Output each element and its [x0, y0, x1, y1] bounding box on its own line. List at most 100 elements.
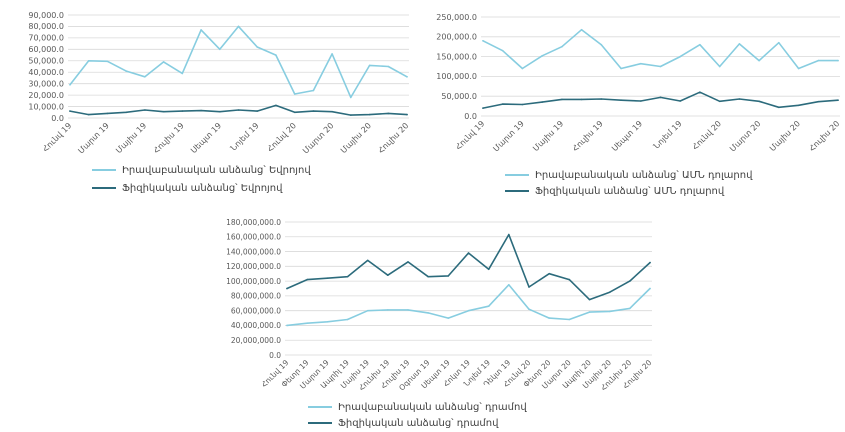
y-tick-label: 160,000,000.0: [226, 233, 281, 242]
data-point: [620, 67, 622, 70]
data-point: [608, 310, 611, 313]
data-point: [427, 275, 430, 278]
series-line-legal-entities: [286, 283, 651, 327]
data-point: [346, 275, 349, 278]
data-point: [87, 60, 90, 62]
data-point: [407, 261, 409, 263]
data-point: [482, 40, 484, 42]
x-tick-label: Նոյեմ 19: [652, 119, 684, 151]
y-tick-label: 100,000,000.0: [226, 277, 281, 286]
data-point: [600, 43, 603, 46]
data-point: [640, 100, 642, 102]
data-point: [447, 275, 450, 277]
data-point: [528, 286, 530, 288]
y-tick-label: 30,000.0: [28, 79, 64, 88]
data-point: [293, 111, 296, 114]
data-point: [548, 317, 550, 319]
legend-label: Ֆիզիկական անձանց՝ Եվրոյով: [122, 182, 283, 194]
data-point: [467, 309, 470, 312]
chart-euro: 0.0 10,000.0 20,000.0 30,000.0 40,000.0 50,00…: [28, 11, 410, 156]
data-point: [350, 96, 352, 99]
legend-label: Ֆիզիկական անձանց՝ ԱՄՆ դոլարով: [535, 185, 725, 197]
data-point: [797, 104, 800, 107]
data-point: [237, 25, 240, 28]
legend-item-legal-eur: Իրավաբանական անձանց՝ Եվրոյով: [92, 163, 311, 177]
data-point: [306, 278, 309, 281]
legend-label: Ֆիզիկական անձանց՝ դրամով: [338, 417, 499, 429]
data-point: [219, 48, 221, 51]
legend-item-legal-amd: Իրավաբանական անձանց՝ դրամով: [308, 400, 527, 414]
data-point: [387, 65, 390, 68]
x-tick-label: Հունվ 19: [41, 121, 74, 154]
data-point: [326, 321, 329, 323]
data-point: [200, 29, 202, 31]
data-point: [144, 109, 146, 111]
data-point: [181, 72, 184, 75]
data-point: [561, 98, 563, 101]
data-point: [738, 98, 741, 100]
data-point: [501, 49, 504, 52]
y-tick-label: 250,000.0: [436, 13, 477, 22]
legend-swatch: [308, 422, 332, 424]
data-point: [541, 101, 543, 103]
data-point: [620, 99, 622, 101]
data-point: [679, 55, 681, 58]
data-point: [487, 305, 490, 308]
data-point: [350, 114, 352, 116]
data-point: [588, 298, 591, 301]
data-point: [837, 59, 839, 62]
data-point: [87, 113, 90, 116]
data-point: [306, 322, 309, 325]
y-tick-label: 50,000.0: [28, 57, 64, 66]
data-point: [387, 274, 389, 277]
data-point: [508, 233, 510, 236]
y-tick-label: 10,000.0: [28, 102, 64, 111]
data-point: [406, 76, 408, 78]
data-point: [125, 111, 127, 114]
data-point: [256, 110, 259, 112]
data-point: [331, 110, 333, 113]
data-point: [368, 113, 371, 116]
data-point: [286, 324, 288, 327]
data-point: [125, 70, 127, 72]
data-point: [738, 43, 741, 45]
x-tick-label: Մայիս 20: [339, 121, 373, 155]
y-tick-label: 40,000.0: [28, 68, 64, 77]
data-point: [659, 65, 662, 68]
data-point: [200, 109, 202, 112]
data-point: [718, 100, 721, 103]
x-tick-label: Հունվ 19: [454, 119, 487, 152]
y-tick-label: 0.0: [464, 112, 477, 121]
legend-swatch: [92, 169, 116, 171]
x-tick-label: Մայիս 19: [114, 121, 148, 155]
data-point: [293, 93, 296, 95]
data-point: [106, 60, 109, 63]
x-tick-label: Մարտ 20: [301, 121, 335, 155]
data-point: [162, 61, 165, 63]
data-point: [699, 91, 701, 93]
data-point: [649, 261, 651, 264]
legend-swatch: [505, 174, 529, 176]
data-point: [219, 110, 221, 113]
data-point: [387, 112, 390, 115]
data-point: [181, 110, 184, 112]
y-tick-label: 20,000,000.0: [231, 336, 281, 345]
data-point: [312, 110, 315, 112]
legend-swatch: [505, 190, 529, 192]
data-point: [629, 307, 631, 310]
data-point: [487, 268, 490, 271]
y-tick-label: 70,000.0: [28, 34, 64, 43]
data-point: [649, 287, 651, 290]
y-tick-label: 80,000,000.0: [231, 292, 281, 301]
data-point: [69, 84, 71, 86]
x-tick-label: Հուլիս 19: [152, 121, 186, 155]
data-point: [541, 55, 543, 57]
x-tick-label: Մարտ 19: [491, 119, 525, 153]
data-point: [797, 67, 800, 70]
legend-item-individuals-eur: Ֆիզիկական անձանց՝ Եվրոյով: [92, 181, 282, 195]
data-point: [366, 259, 369, 262]
data-point: [580, 28, 583, 31]
legend-swatch: [308, 406, 332, 408]
